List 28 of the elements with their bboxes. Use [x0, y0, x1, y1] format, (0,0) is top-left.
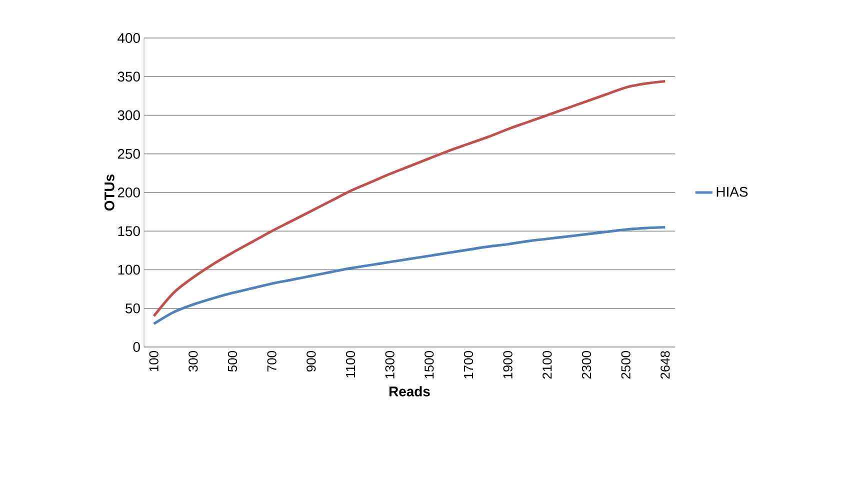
y-tick-label: 150	[118, 226, 140, 236]
line-series	[152, 226, 666, 326]
y-tick-label: 250	[118, 148, 140, 159]
x-axis-title: Reads	[390, 386, 430, 396]
y-tick-label: 50	[126, 303, 140, 314]
y-tick-label: 400	[118, 33, 140, 43]
x-tick-label: 500	[228, 351, 238, 372]
x-tick-label: 1900	[503, 351, 512, 378]
y-tick-label: 350	[118, 72, 140, 82]
x-tick-label: 1700	[464, 351, 474, 378]
x-tick-label: 2100	[542, 351, 552, 379]
x-tick-label: 100	[149, 351, 158, 372]
y-axis-title: OTUs	[104, 174, 114, 211]
x-tick-label: 2500	[621, 351, 630, 379]
x-tick-label: 1100	[346, 351, 356, 378]
legend-label: HIAS	[716, 186, 748, 197]
y-tick-label: 300	[118, 110, 140, 120]
y-tick-label: 200	[118, 188, 140, 198]
x-tick-label: 2648	[660, 351, 670, 379]
x-tick-label: 2300	[582, 351, 592, 379]
x-tick-label: 1300	[385, 351, 394, 378]
x-tick-label: 900	[306, 351, 316, 372]
x-tick-label: 300	[188, 351, 198, 372]
x-tick-label: 700	[267, 351, 276, 372]
y-tick-label: 0	[133, 342, 140, 352]
y-tick-label: 100	[118, 264, 140, 275]
x-tick-label: 1500	[424, 351, 434, 378]
line-series	[152, 80, 666, 318]
